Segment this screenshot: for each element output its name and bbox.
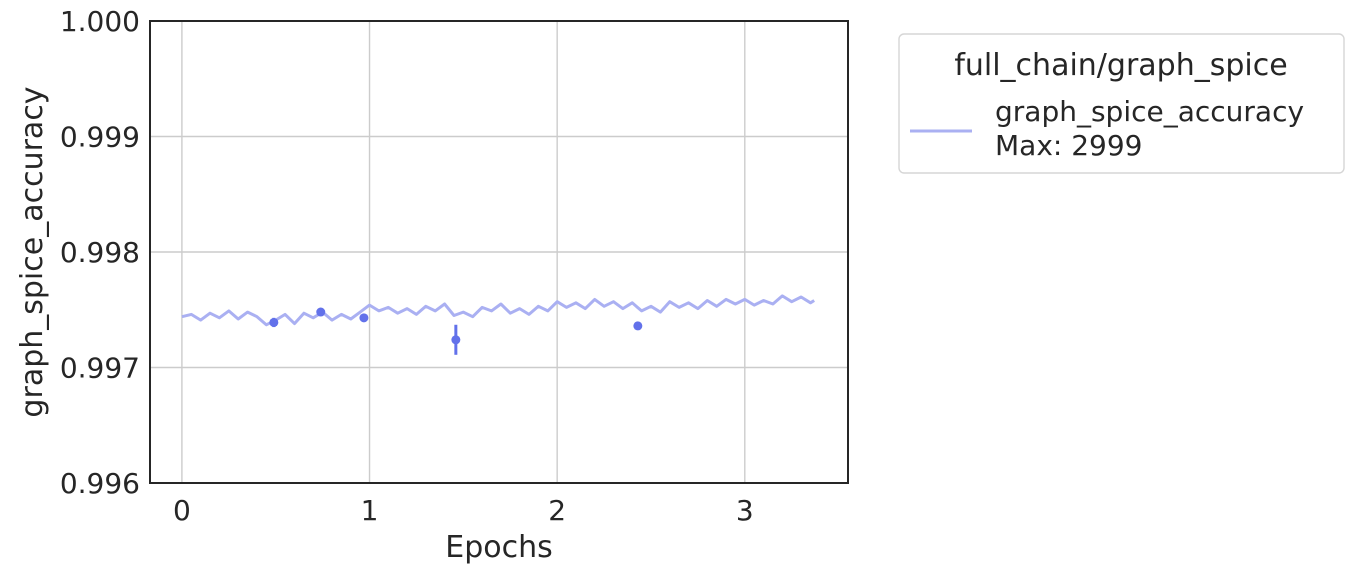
data-point-2 (359, 313, 369, 323)
legend-box (898, 33, 1345, 174)
plot-frame (149, 20, 849, 484)
x-tick-label-1: 1 (361, 494, 379, 527)
data-point-1 (316, 307, 326, 317)
series-line-graph-spice-accuracy (181, 294, 815, 327)
y-tick-label-4: 1.000 (60, 5, 140, 38)
x-axis-label: Epochs (445, 530, 553, 565)
y-tick-labels: 0.996 0.997 0.998 0.999 1.000 (60, 5, 140, 500)
y-tick-label-1: 0.997 (60, 352, 140, 385)
y-tick-label-3: 0.999 (60, 121, 140, 154)
legend[interactable]: full_chain/graph_spice graph_spice_accur… (898, 33, 1345, 174)
y-tick-label-2: 0.998 (60, 236, 140, 269)
x-tick-label-3: 3 (736, 494, 754, 527)
data-point-4 (633, 321, 643, 331)
series-layer (181, 294, 815, 327)
data-point-0 (269, 317, 279, 327)
legend-title: full_chain/graph_spice (954, 48, 1287, 83)
x-tick-labels: 0 1 2 3 (173, 494, 754, 527)
y-tick-label-0: 0.996 (60, 467, 140, 500)
legend-label-graph-spice-accuracy: graph_spice_accuracy (995, 95, 1304, 128)
points-layer (269, 307, 643, 355)
data-point-3 (451, 335, 461, 345)
legend-label-max: Max: 2999 (995, 129, 1142, 162)
y-axis-label: graph_spice_accuracy (15, 86, 50, 417)
x-tick-label-2: 2 (548, 494, 566, 527)
x-tick-label-0: 0 (173, 494, 191, 527)
